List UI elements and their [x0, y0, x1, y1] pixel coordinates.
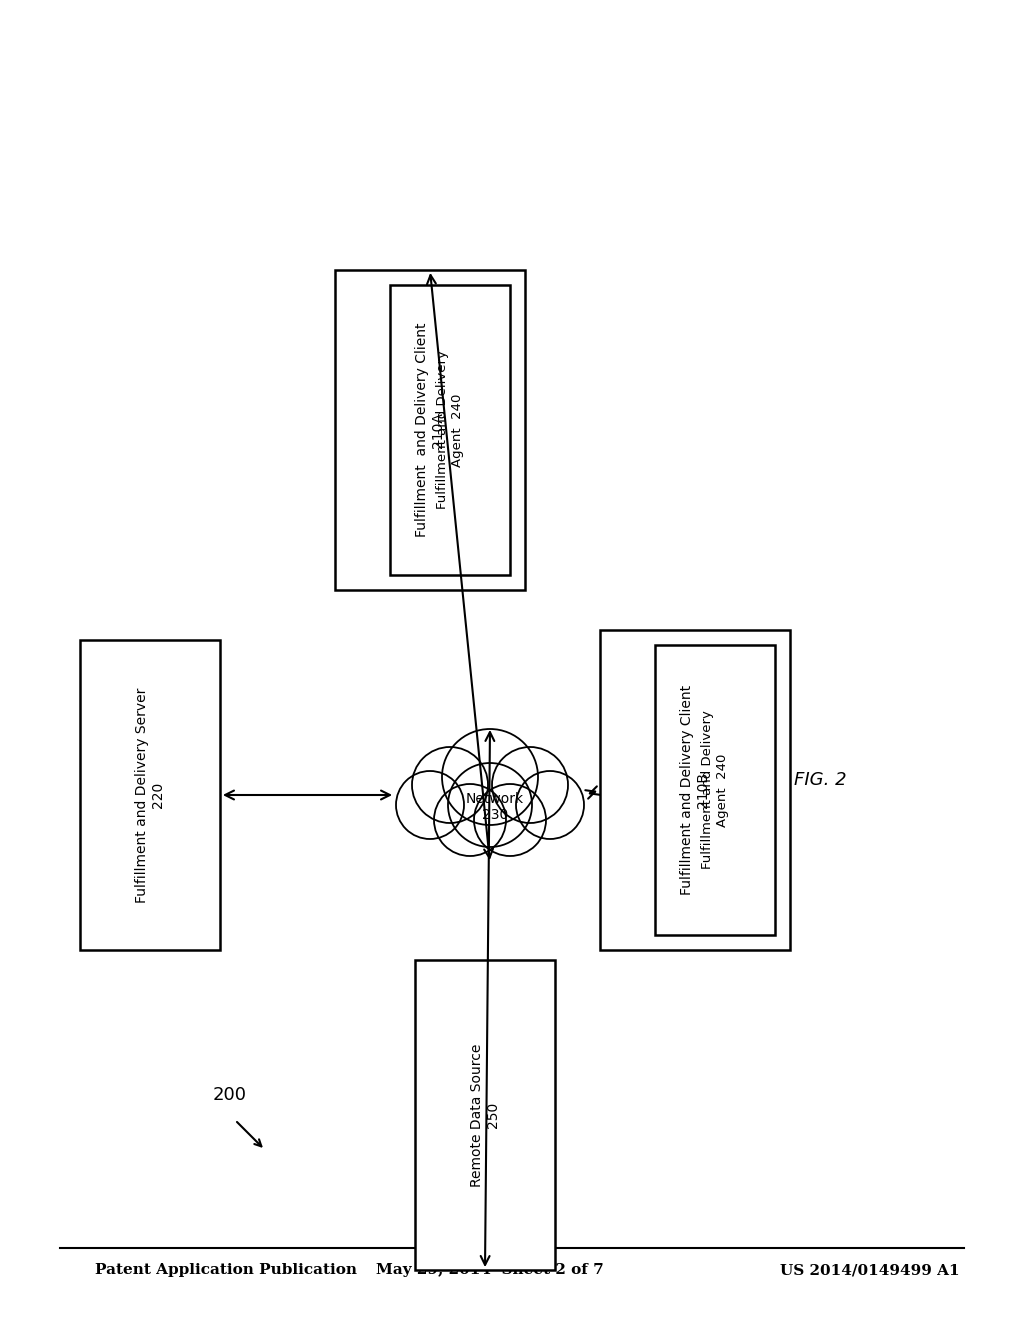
Circle shape [442, 729, 538, 825]
Circle shape [396, 771, 464, 840]
Bar [415, 960, 555, 1270]
Text: Remote Data Source
250: Remote Data Source 250 [470, 1043, 500, 1187]
Circle shape [449, 763, 532, 847]
Circle shape [434, 784, 506, 855]
Text: Fulfillment  and Delivery Client
210A: Fulfillment and Delivery Client 210A [415, 323, 445, 537]
Bar [80, 640, 220, 950]
Text: Fulfillment and Delivery Server
220: Fulfillment and Delivery Server 220 [135, 688, 165, 903]
Text: Fulfillment and Delivery
Agent  240: Fulfillment and Delivery Agent 240 [701, 710, 729, 870]
Circle shape [516, 771, 584, 840]
Bar [390, 285, 510, 576]
Text: Patent Application Publication: Patent Application Publication [95, 1263, 357, 1276]
Text: Fulfillment and Delivery Client
210B: Fulfillment and Delivery Client 210B [680, 685, 710, 895]
Text: Fulfillment and Delivery
Agent  240: Fulfillment and Delivery Agent 240 [436, 351, 464, 510]
Circle shape [412, 747, 488, 822]
Text: FIG. 2: FIG. 2 [794, 771, 846, 789]
Circle shape [474, 784, 546, 855]
Bar [335, 271, 525, 590]
Text: 200: 200 [213, 1086, 247, 1104]
Bar [600, 630, 790, 950]
Text: US 2014/0149499 A1: US 2014/0149499 A1 [780, 1263, 959, 1276]
Circle shape [492, 747, 568, 822]
Text: Network
230: Network 230 [466, 792, 524, 822]
Text: May 29, 2014  Sheet 2 of 7: May 29, 2014 Sheet 2 of 7 [376, 1263, 604, 1276]
Bar [655, 645, 775, 935]
